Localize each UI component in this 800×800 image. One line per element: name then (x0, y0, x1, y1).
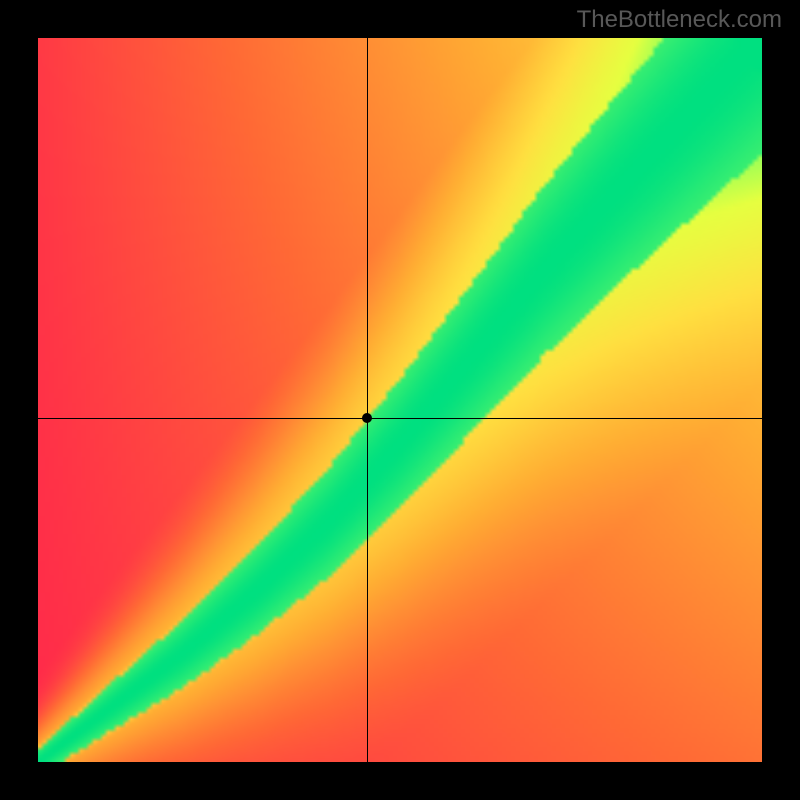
heatmap-plot (38, 38, 762, 762)
crosshair-vertical (367, 38, 368, 762)
heatmap-canvas (38, 38, 762, 762)
crosshair-horizontal (38, 418, 762, 419)
watermark-text: TheBottleneck.com (577, 6, 782, 34)
crosshair-marker (362, 413, 372, 423)
